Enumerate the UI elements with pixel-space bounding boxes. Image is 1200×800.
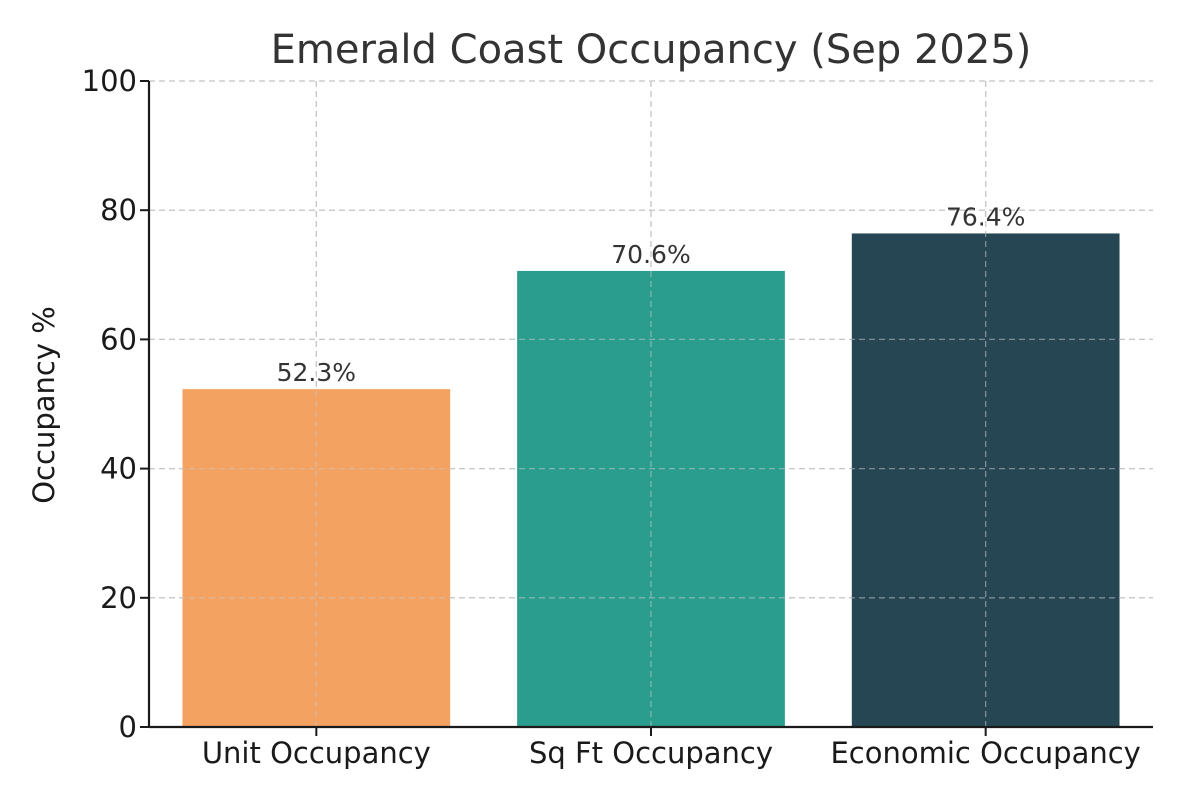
y-tick-label: 100 xyxy=(82,64,137,98)
x-tick-label: Sq Ft Occupancy xyxy=(529,736,773,770)
bars xyxy=(149,80,1153,727)
y-tick-label: 40 xyxy=(100,452,137,486)
axes xyxy=(140,80,1153,736)
bar-value-label: 70.6% xyxy=(611,240,690,269)
y-tick-label: 0 xyxy=(119,710,137,744)
y-tick-label: 80 xyxy=(100,193,137,227)
x-tick-label: Economic Occupancy xyxy=(830,736,1140,770)
bar-value-label: 52.3% xyxy=(277,358,356,387)
x-tick-label: Unit Occupancy xyxy=(202,736,431,770)
y-tick-label: 20 xyxy=(100,581,137,615)
bar-value-label: 76.4% xyxy=(946,202,1025,231)
y-axis-label: Occupancy % xyxy=(27,306,61,504)
y-tick-label: 60 xyxy=(100,322,137,356)
chart-title: Emerald Coast Occupancy (Sep 2025) xyxy=(271,27,1032,73)
labels: 0 20 40 60 80 100 Unit Occupancy Sq Ft Occupanc… xyxy=(82,64,1141,770)
